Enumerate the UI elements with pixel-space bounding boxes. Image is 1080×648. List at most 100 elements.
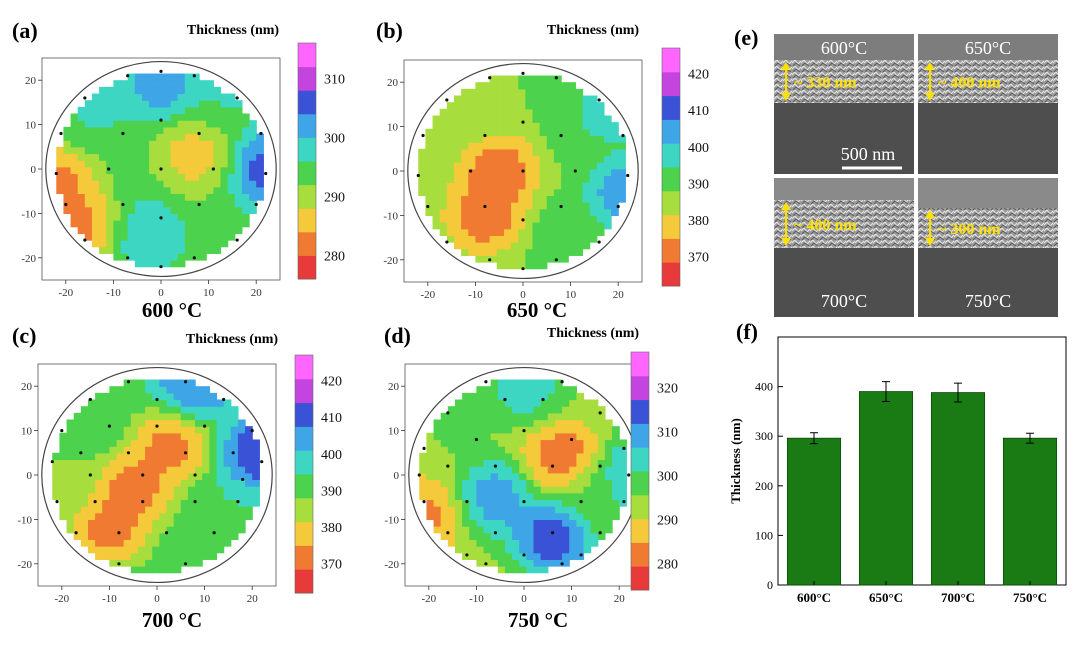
map-cell (59, 499, 68, 507)
map-cell (547, 526, 556, 534)
map-cell (476, 479, 485, 487)
map-cell (526, 392, 535, 401)
map-cell (234, 126, 243, 135)
map-cell (447, 519, 456, 527)
map-cell (611, 162, 619, 170)
map-cell (576, 539, 585, 547)
map-cell (166, 426, 175, 434)
map-cell (439, 122, 448, 130)
y-tick-label: -20 (384, 559, 399, 571)
map-cell (483, 446, 492, 454)
measurement-point (474, 437, 478, 442)
map-cell (483, 412, 492, 421)
map-cell (180, 486, 189, 494)
map-cell (116, 512, 125, 520)
map-cell (489, 148, 498, 157)
map-cell (137, 519, 146, 527)
map-cell (576, 532, 585, 540)
map-cell (482, 255, 491, 263)
map-cell (540, 546, 549, 554)
map-cell (604, 492, 613, 501)
map-cell (191, 100, 200, 108)
map-cell (476, 412, 485, 421)
map-cell (99, 93, 107, 101)
map-cell (102, 412, 110, 421)
map-cell (475, 202, 484, 210)
map-cell (202, 519, 210, 527)
map-cell (141, 160, 150, 168)
map-cell (562, 479, 570, 487)
map-cell (173, 546, 182, 554)
map-cell (145, 539, 153, 547)
map-cell (518, 188, 526, 197)
map-cell (440, 506, 449, 514)
map-cell (569, 526, 577, 534)
map-cell (512, 499, 520, 507)
map-cell (137, 539, 146, 547)
map-cell (177, 246, 186, 254)
map-cell (120, 120, 129, 128)
map-cell (439, 202, 448, 210)
map-cell (490, 466, 499, 474)
map-cell (589, 195, 598, 203)
map-cell (540, 406, 549, 414)
map-cell (453, 122, 462, 130)
colorbar-segment (662, 119, 680, 144)
map-cell (453, 188, 462, 197)
map-cell (173, 419, 182, 427)
map-cell (173, 526, 182, 534)
map-cell (582, 188, 591, 197)
map-cell (99, 180, 107, 188)
map-cell (440, 526, 449, 534)
map-cell (116, 519, 125, 527)
map-cell (554, 426, 563, 434)
map-cell (418, 148, 427, 157)
map-cell (475, 115, 484, 123)
measurement-point (55, 500, 59, 504)
map-cell (596, 155, 605, 163)
map-cell (66, 526, 75, 534)
map-cell (206, 166, 214, 175)
map-cell (496, 202, 505, 210)
map-cell (496, 102, 505, 110)
map-cell (576, 419, 585, 427)
map-cell (482, 155, 491, 163)
map-cell (532, 248, 541, 256)
x-tick-label: 0 (520, 289, 526, 301)
map-cell (191, 186, 200, 195)
map-cell (561, 255, 569, 263)
map-cell (134, 86, 143, 95)
map-cell (59, 439, 68, 447)
map-cell (234, 206, 243, 214)
map-cell (511, 162, 519, 170)
map-cell (446, 108, 455, 117)
map-cell (166, 466, 175, 474)
map-cell (497, 446, 506, 454)
map-cell (202, 512, 210, 520)
map-cell (187, 486, 196, 494)
map-cell (123, 479, 132, 487)
map-cell (497, 412, 506, 421)
map-cell (180, 379, 189, 387)
map-cell (66, 459, 75, 467)
map-cell (575, 175, 584, 183)
map-cell (546, 168, 555, 177)
map-cell (461, 175, 469, 183)
map-cell (73, 519, 82, 527)
map-cell (532, 162, 541, 170)
measurement-point (469, 169, 473, 173)
map-cell (220, 173, 229, 181)
map-cell (546, 235, 555, 243)
map-cell (134, 246, 143, 254)
map-cell (163, 166, 172, 175)
map-cell (539, 202, 548, 210)
map-cell (191, 213, 200, 221)
map-cell (184, 106, 193, 115)
map-cell (511, 88, 519, 97)
map-cell (618, 195, 626, 203)
map-cell (590, 446, 599, 454)
map-cell (461, 135, 469, 143)
map-cell (145, 386, 153, 394)
map-cell (166, 392, 175, 401)
